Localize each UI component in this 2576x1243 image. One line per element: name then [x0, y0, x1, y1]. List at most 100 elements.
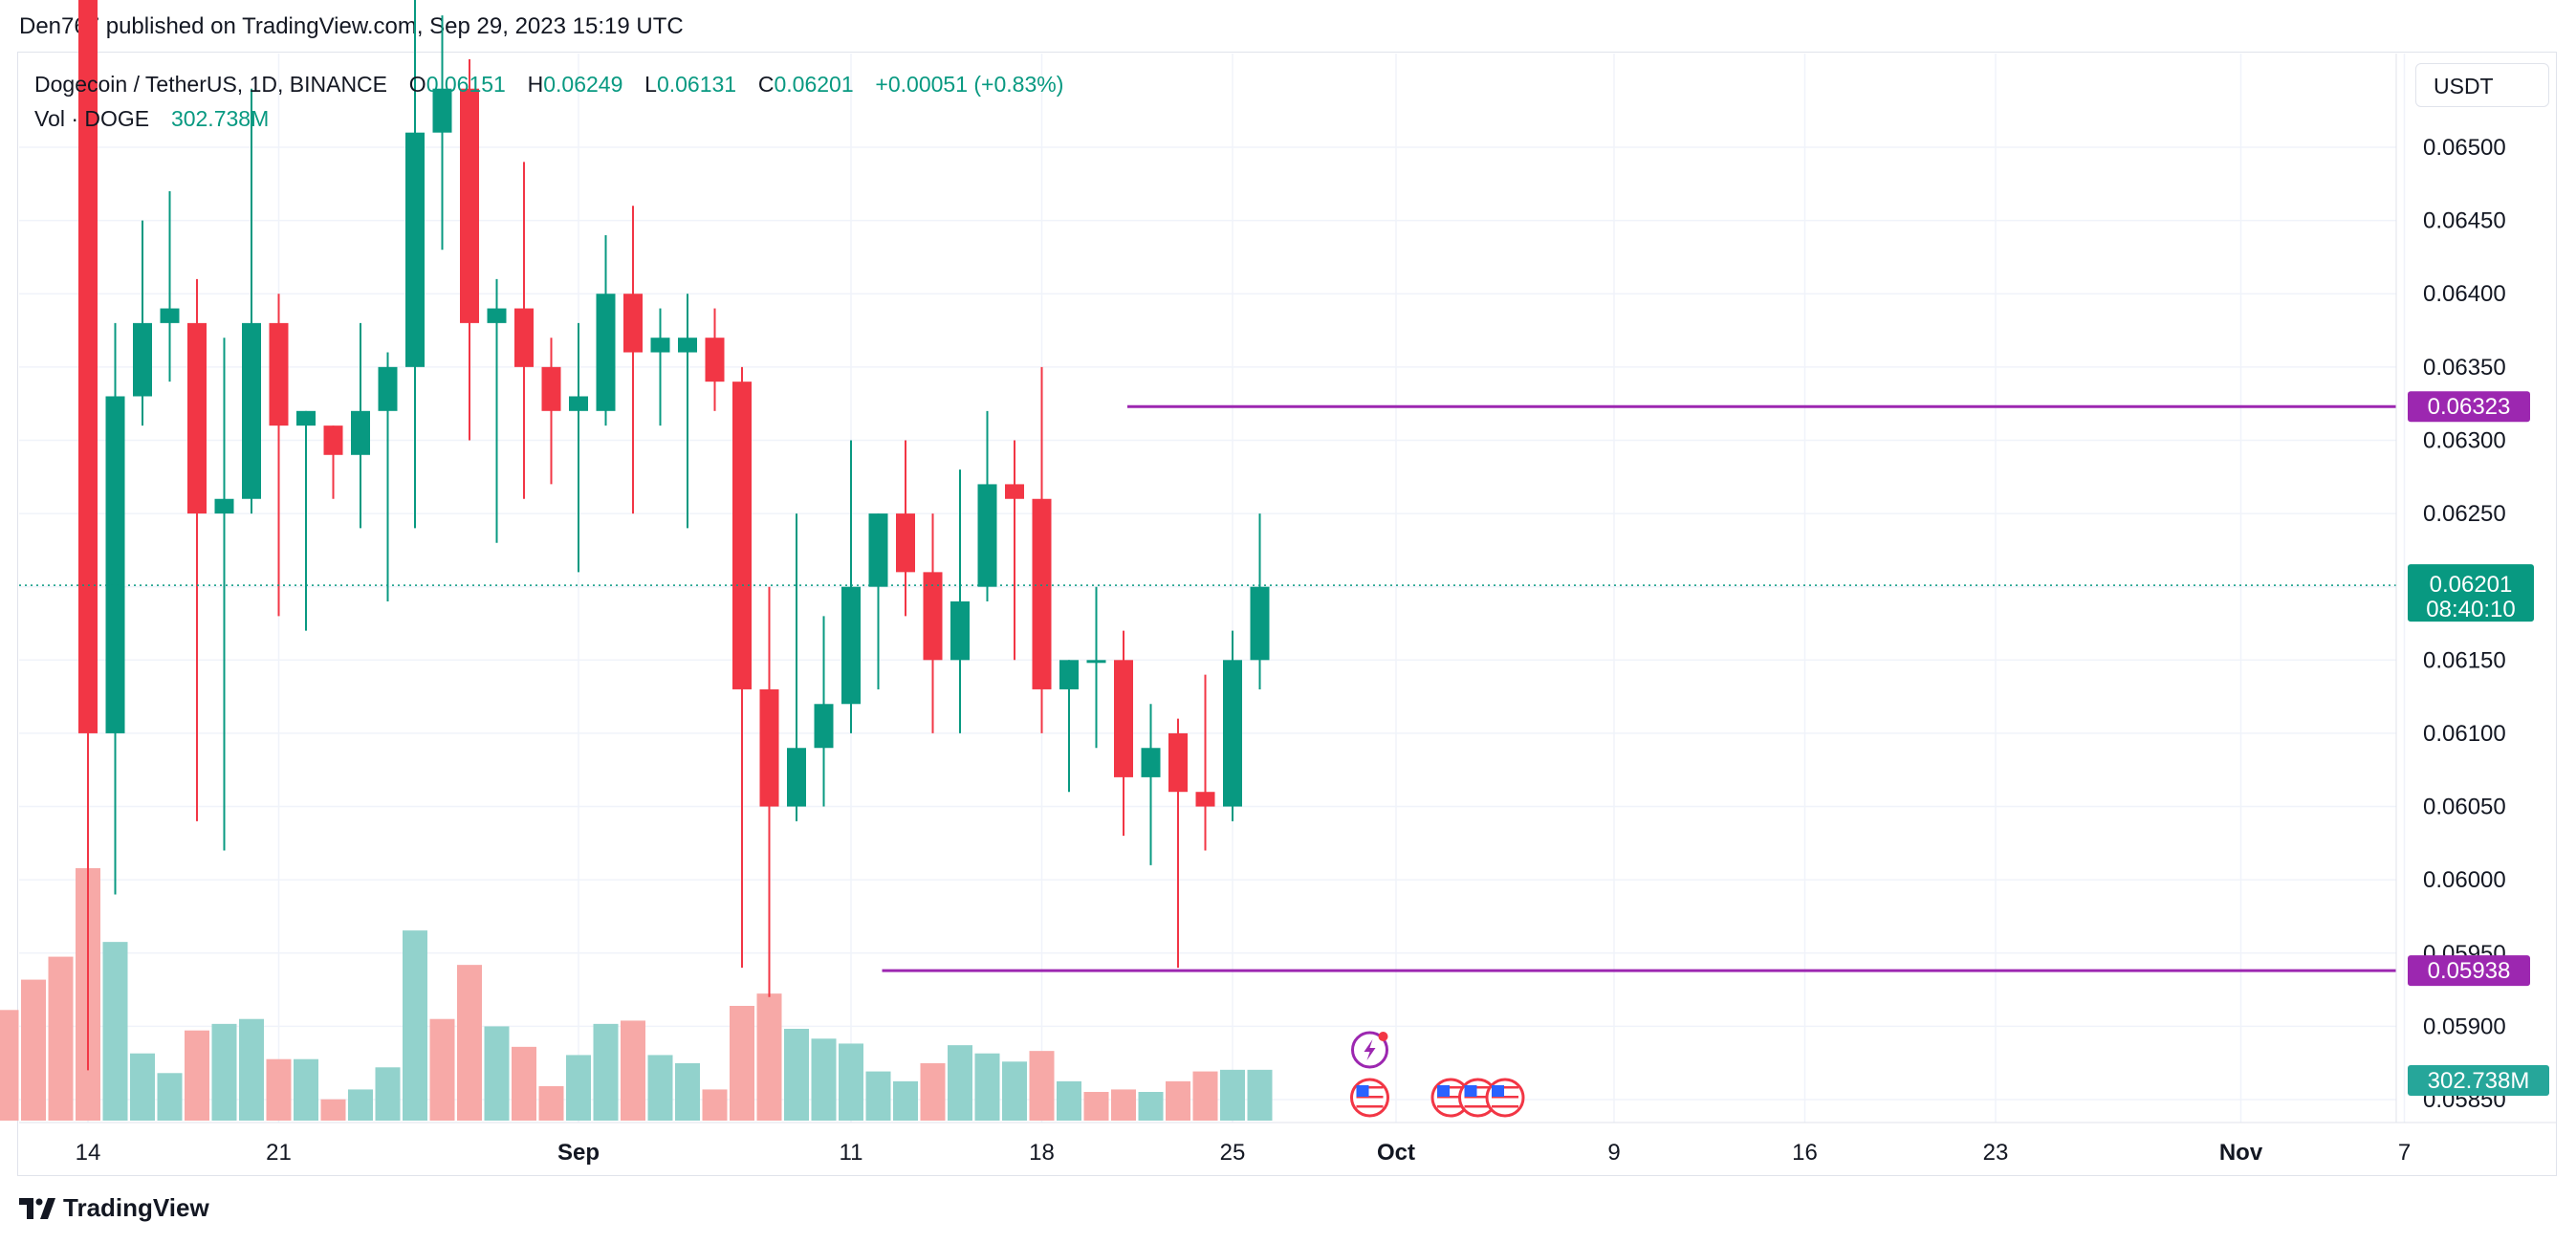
candle[interactable] — [814, 616, 834, 807]
candle-body — [923, 572, 943, 661]
lightning-icon[interactable] — [1351, 1031, 1388, 1069]
volume-bar — [538, 1086, 564, 1121]
candle[interactable] — [269, 294, 289, 617]
candle[interactable] — [460, 59, 479, 441]
candle[interactable] — [1005, 440, 1024, 661]
candle[interactable] — [296, 410, 316, 631]
candle[interactable] — [432, 15, 452, 251]
candle-body — [732, 382, 752, 689]
y-tick-label: 0.06050 — [2423, 795, 2506, 820]
volume-bar — [130, 1053, 155, 1121]
candle[interactable] — [323, 425, 343, 499]
candle[interactable] — [105, 322, 125, 895]
countdown-label: 08:40:10 — [2426, 597, 2515, 622]
candle[interactable] — [378, 352, 398, 602]
us-flag-icon[interactable] — [1458, 1078, 1497, 1118]
currency-button[interactable]: USDT — [2415, 63, 2549, 107]
candle[interactable] — [705, 308, 725, 411]
x-tick-label: 9 — [1607, 1140, 1620, 1166]
candle[interactable] — [541, 338, 561, 485]
candle[interactable] — [1086, 586, 1106, 749]
candle[interactable] — [1141, 704, 1161, 865]
volume-bar — [211, 1023, 237, 1121]
candle[interactable] — [650, 308, 670, 426]
volume-bar — [512, 1046, 536, 1121]
candle[interactable] — [787, 513, 806, 821]
candle[interactable] — [896, 440, 915, 617]
candle[interactable] — [78, 0, 98, 1071]
candle[interactable] — [351, 322, 370, 529]
volume-label[interactable]: Vol · DOGE — [34, 106, 150, 131]
candle[interactable] — [950, 469, 970, 733]
candles — [78, 0, 1270, 1071]
high-value: 0.06249 — [543, 72, 623, 97]
volume-bar — [893, 1080, 918, 1121]
candle[interactable] — [596, 234, 616, 426]
chart-frame — [17, 52, 2557, 1176]
volume-bar — [1083, 1092, 1109, 1121]
y-tick-label: 0.05900 — [2423, 1014, 2506, 1039]
candle[interactable] — [923, 513, 943, 733]
candle[interactable] — [514, 162, 534, 499]
candle-body — [351, 410, 370, 455]
candle-body — [841, 586, 861, 705]
candle-body — [487, 308, 507, 323]
volume-bar — [1029, 1051, 1055, 1121]
candle[interactable] — [841, 440, 861, 733]
tradingview-footer[interactable]: TradingView — [19, 1193, 209, 1223]
candle[interactable] — [487, 278, 507, 543]
candle-body — [405, 132, 425, 367]
candle[interactable] — [405, 0, 425, 529]
candle[interactable] — [977, 410, 997, 602]
candle[interactable] — [1223, 630, 1242, 821]
y-tick-label: 0.06150 — [2423, 647, 2506, 673]
time-axis[interactable]: 14 21 Sep 11 18 25 Oct 9 16 23 Nov 7 — [19, 1122, 2557, 1166]
candle-body — [950, 601, 970, 661]
candle-body — [814, 704, 834, 749]
candle[interactable] — [1114, 630, 1133, 837]
volume-bar — [702, 1089, 728, 1121]
candle[interactable] — [242, 88, 261, 514]
candle[interactable] — [1032, 366, 1052, 733]
candle[interactable] — [1195, 674, 1215, 851]
candle-body — [214, 498, 234, 514]
candle[interactable] — [569, 322, 588, 573]
candle[interactable] — [1059, 660, 1079, 793]
candle-body — [1005, 484, 1024, 499]
candle-body — [759, 688, 779, 807]
candle[interactable] — [1250, 513, 1270, 689]
candle-body — [78, 0, 98, 733]
candle-body — [596, 294, 616, 411]
candle[interactable] — [1168, 718, 1188, 969]
volume-bar — [102, 942, 128, 1121]
volume-badge-label: 302.738M — [2428, 1068, 2530, 1094]
volume-badge — [2408, 1065, 2549, 1096]
candle[interactable] — [623, 206, 643, 514]
symbol-title[interactable]: Dogecoin / TetherUS, 1D, BINANCE — [34, 72, 388, 97]
candle[interactable] — [160, 190, 180, 382]
candle-body — [1086, 660, 1106, 664]
price-chart[interactable]: 0.06500 0.06450 0.06400 0.06350 0.06300 0.062… — [0, 0, 2576, 1186]
volume-bar — [348, 1089, 373, 1121]
candle-body — [868, 513, 888, 587]
x-tick-label: Nov — [2219, 1140, 2263, 1166]
candle[interactable] — [678, 294, 697, 529]
y-tick-label: 0.06100 — [2423, 721, 2506, 747]
us-flag-icon[interactable] — [1485, 1078, 1525, 1118]
candle[interactable] — [868, 513, 888, 689]
candle[interactable] — [759, 586, 779, 997]
candle-body — [1223, 660, 1242, 807]
candle[interactable] — [187, 278, 207, 821]
y-tick-label: 0.06450 — [2423, 208, 2506, 234]
volume-bar — [865, 1071, 891, 1121]
candle[interactable] — [133, 220, 152, 426]
x-tick-label: 11 — [840, 1140, 863, 1166]
price-axis[interactable]: 0.06500 0.06450 0.06400 0.06350 0.06300 0.062… — [2395, 54, 2549, 1123]
volume-bar — [484, 1026, 510, 1121]
volume-bar — [621, 1020, 645, 1121]
volume-bar — [920, 1063, 946, 1121]
us-flag-icon[interactable] — [1350, 1078, 1389, 1118]
candle-body — [977, 484, 997, 587]
candle[interactable] — [214, 338, 234, 851]
candle[interactable] — [732, 366, 752, 969]
